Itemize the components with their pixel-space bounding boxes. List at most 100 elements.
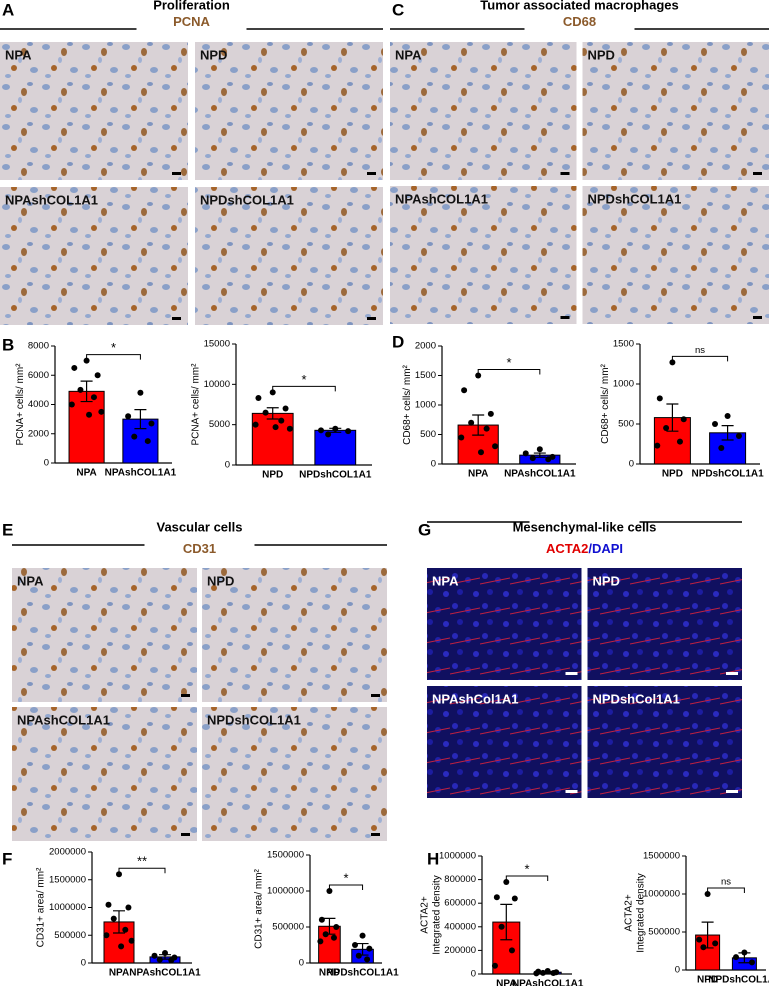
y-axis-label: CD68+ cells/ mm² <box>402 364 413 444</box>
y-tick-label: 10000 <box>204 379 230 390</box>
data-point <box>125 904 132 911</box>
data-point <box>345 428 352 435</box>
scale-bar <box>371 694 380 697</box>
panel-letter: B <box>2 335 14 354</box>
data-point <box>128 937 135 944</box>
data-point <box>318 427 324 434</box>
significance-bracket <box>328 884 364 890</box>
y-tick-label: 1500000 <box>643 851 680 862</box>
significance-label: ns <box>695 345 705 356</box>
image-label: NPA <box>432 573 459 588</box>
y-tick-label: 0 <box>81 958 86 969</box>
x-tick-label: NPA <box>109 968 129 979</box>
panel-letter: H <box>427 849 439 868</box>
data-point <box>468 419 475 426</box>
y-tick-label: 2000 <box>28 428 49 439</box>
data-point <box>255 395 262 402</box>
panel-letter: C <box>392 0 404 19</box>
y-tick-label: 5000 <box>209 419 230 430</box>
panel-letter: A <box>2 0 14 19</box>
significance-bracket <box>671 355 729 362</box>
y-tick-label: 800000 <box>444 874 476 885</box>
y-tick-label: 8000 <box>28 341 49 352</box>
data-point <box>162 950 168 957</box>
data-point <box>718 445 725 451</box>
data-point <box>536 446 543 453</box>
stain-label: CD31 <box>183 541 216 556</box>
y-tick-label: 1500 <box>415 370 436 381</box>
significance-label: * <box>506 355 511 370</box>
error-bar <box>113 910 125 934</box>
data-point <box>366 945 373 952</box>
y-tick-label: 1000 <box>415 400 436 411</box>
data-point <box>654 442 661 449</box>
y-axis-label: CD31+ area/ mm² <box>253 868 264 948</box>
data-point <box>286 425 293 432</box>
data-point <box>483 425 490 432</box>
data-point <box>168 957 175 964</box>
y-axis-label: ACTA2+ <box>623 894 634 931</box>
y-axis-label: CD68+ cells/ mm² <box>600 363 611 443</box>
panel-title: Vascular cells <box>156 519 242 534</box>
significance-bracket <box>505 875 549 881</box>
data-point <box>539 969 546 976</box>
data-point <box>656 395 663 402</box>
data-point <box>529 455 536 462</box>
data-point <box>700 944 707 951</box>
panel-letter: D <box>392 332 404 351</box>
data-point <box>94 372 101 379</box>
stain-part: PCNA <box>173 14 210 29</box>
y-tick-label: 1500000 <box>267 850 304 861</box>
data-point <box>317 938 324 945</box>
image-label: NPAshCOL1A1 <box>395 191 488 206</box>
data-point <box>252 421 259 428</box>
data-point <box>156 956 163 963</box>
data-point <box>704 891 711 897</box>
data-point <box>116 871 122 878</box>
x-tick-label: NPD <box>262 470 283 481</box>
data-point <box>503 878 510 885</box>
scale-bar <box>172 172 181 175</box>
y-tick-label: 400000 <box>444 921 476 932</box>
y-axis-label: PCNA+ cells/ mm² <box>191 363 202 446</box>
stain-part: ACTA2 <box>546 541 588 556</box>
micrograph <box>202 707 387 841</box>
error-bar <box>500 903 513 941</box>
y-tick-label: 600000 <box>444 898 476 909</box>
image-label: NPAshCOL1A1 <box>5 192 98 207</box>
image-label: NPD <box>207 573 234 588</box>
x-tick-label: NPAshCOL1A1 <box>504 469 576 480</box>
y-tick-label: 1500000 <box>49 874 86 885</box>
y-tick-label: 0 <box>225 460 230 471</box>
micrograph <box>427 568 582 680</box>
data-point <box>103 932 110 939</box>
scale-bar <box>565 790 578 793</box>
image-label: NPAshCol1A1 <box>432 691 518 706</box>
image-label: NPDshCol1A1 <box>593 691 680 706</box>
x-tick-label: NPD <box>662 469 683 480</box>
data-point <box>733 954 739 961</box>
y-tick-label: 0 <box>471 969 476 980</box>
stain-part: CD68 <box>563 14 596 29</box>
data-point <box>148 420 155 427</box>
error-bar <box>721 425 734 441</box>
data-point <box>359 932 366 939</box>
y-tick-label: 2000 <box>415 341 436 352</box>
y-tick-label: 0 <box>44 458 49 469</box>
image-label: NPA <box>17 573 44 588</box>
y-tick-label: 1000000 <box>643 889 680 900</box>
micrograph <box>427 686 582 798</box>
data-point <box>477 449 484 456</box>
image-label: NPA <box>5 47 32 62</box>
stain-label: CD68 <box>563 14 596 29</box>
significance-bracket <box>118 867 166 874</box>
data-point <box>262 409 269 416</box>
y-tick-label: 500 <box>618 419 634 430</box>
data-point <box>83 357 90 364</box>
data-point <box>712 940 719 947</box>
y-tick-label: 0 <box>431 459 436 470</box>
scale-bar <box>367 317 376 320</box>
y-tick-label: 0 <box>675 965 680 976</box>
data-point <box>269 389 276 396</box>
data-point <box>151 952 158 959</box>
